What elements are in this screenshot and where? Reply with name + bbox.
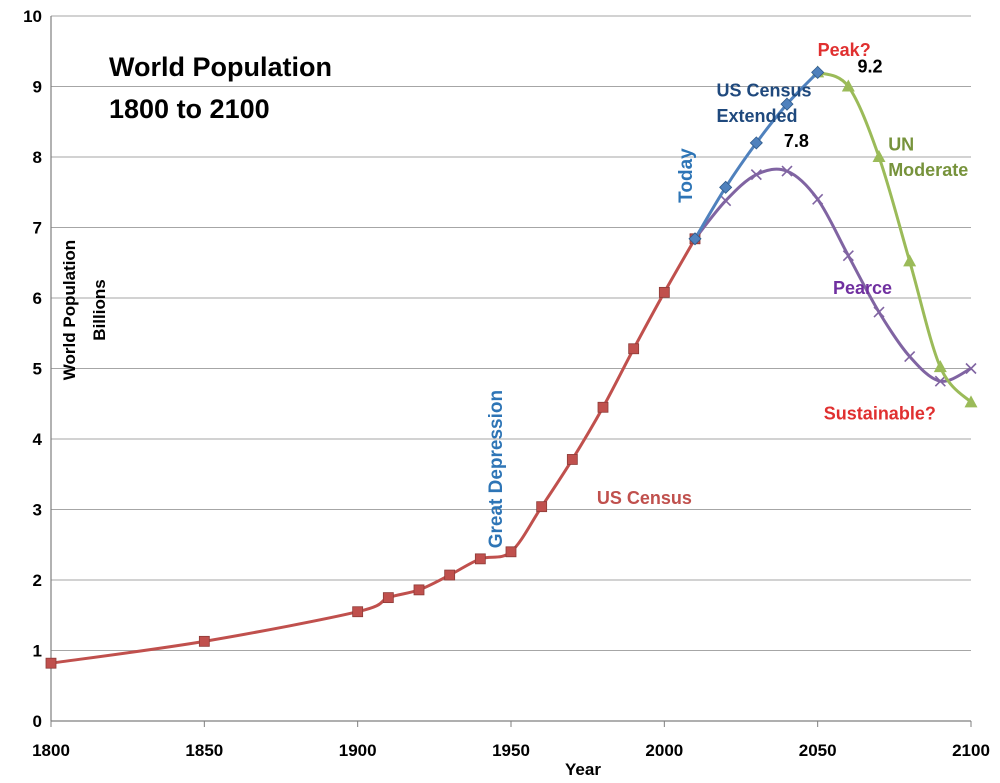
data-point-pearce-stroke — [812, 193, 824, 205]
data-point-un-moderate — [903, 254, 917, 267]
x-axis-title: Year — [565, 760, 601, 779]
series-un-moderate — [811, 65, 978, 408]
data-point-un-moderate — [933, 360, 947, 373]
annotation-7-8: 7.8 — [784, 131, 809, 151]
series-us-census — [45, 233, 701, 669]
series-line-pearce — [693, 167, 972, 383]
chart-title-line-1: World Population — [109, 52, 332, 82]
y-tick-label: 7 — [33, 219, 42, 238]
data-point-pearce-stroke — [750, 169, 762, 181]
data-point-pearce — [904, 350, 916, 363]
chart-title-line-2: 1800 to 2100 — [109, 94, 270, 124]
data-point-us-census — [658, 286, 670, 298]
data-point-pearce-stroke — [720, 195, 732, 207]
y-tick-label: 8 — [33, 148, 42, 167]
y-axis-title-line-2: Billions — [90, 279, 109, 340]
series-us-census-extended — [688, 65, 825, 246]
data-point-pearce-stroke — [934, 375, 946, 387]
series-line-un-moderate — [817, 70, 973, 404]
data-point-us-census — [566, 454, 578, 465]
gridlines — [51, 15, 971, 651]
annotation-great-depression: Great Depression — [486, 390, 507, 548]
data-point-pearce — [750, 169, 762, 181]
y-tick-label: 6 — [33, 289, 42, 308]
data-point-pearce-stroke — [965, 362, 977, 375]
x-tick-label: 1900 — [339, 741, 377, 760]
data-point-un-moderate — [841, 79, 855, 92]
data-point-us-census — [444, 569, 456, 581]
data-point-us-census — [474, 553, 486, 565]
y-tick-label: 0 — [33, 712, 42, 731]
data-point-pearce-stroke — [904, 350, 916, 363]
data-point-us-census — [628, 343, 640, 355]
data-point-pearce — [842, 250, 854, 262]
data-point-us-census-extended — [749, 136, 763, 150]
data-point-un-moderate — [964, 395, 978, 408]
data-point-un-moderate — [872, 150, 886, 162]
data-point-us-census-extended — [719, 180, 733, 194]
annotation-9-2: 9.2 — [858, 56, 883, 76]
y-tick-label: 1 — [33, 642, 42, 661]
y-axis-title-line-1: World Population — [60, 240, 79, 380]
y-tick-label: 5 — [33, 360, 42, 379]
annotations: Peak?9.2 7.8 US Census Extended UN Moderate Pe… — [486, 40, 968, 548]
series-line-us-census — [50, 238, 697, 665]
series-pearce — [689, 165, 977, 387]
annotation-pearce: Pearce — [833, 278, 892, 298]
annotation-moderate: Moderate — [888, 160, 968, 180]
annotation-us-census: US Census — [597, 488, 692, 508]
data-point-pearce — [934, 375, 946, 387]
y-tick-label: 2 — [33, 571, 42, 590]
data-point-pearce — [873, 306, 885, 318]
data-point-us-census — [536, 501, 548, 513]
x-tick-label: 1850 — [185, 741, 223, 760]
data-point-us-census — [198, 635, 210, 647]
axes: 0 1 2 3 4 5 6 7 8 9 10 1800 1850 1900 1950 2000 2050 2100 — [23, 7, 990, 760]
data-point-pearce — [965, 362, 977, 375]
y-tick-label: 10 — [23, 7, 42, 26]
data-point-us-census — [597, 401, 609, 413]
annotation-us-census: US Census — [716, 80, 811, 100]
x-tick-label: 2050 — [799, 741, 837, 760]
annotation-extended: Extended — [716, 106, 797, 126]
series-layer — [45, 65, 978, 669]
data-point-pearce — [812, 193, 824, 205]
data-point-us-census-extended — [780, 97, 794, 111]
annotation-today: Today — [676, 148, 697, 203]
data-point-us-census — [413, 584, 425, 596]
data-point-us-census — [45, 657, 57, 669]
data-point-pearce-stroke — [781, 165, 793, 177]
annotation-sustainable-: Sustainable? — [824, 403, 936, 423]
y-tick-label: 4 — [33, 430, 43, 449]
data-point-pearce-stroke — [842, 250, 854, 262]
x-tick-label: 1800 — [32, 741, 70, 760]
annotation-un: UN — [888, 135, 914, 155]
annotation-peak-: Peak? — [818, 40, 871, 60]
data-point-us-census-extended — [811, 65, 825, 79]
y-tick-label: 9 — [33, 78, 42, 97]
data-point-us-census — [382, 592, 394, 604]
data-point-pearce — [720, 195, 732, 207]
data-point-pearce — [781, 165, 793, 177]
data-point-pearce-stroke — [873, 306, 885, 318]
x-tick-label: 1950 — [492, 741, 530, 760]
data-point-us-census — [505, 546, 517, 558]
data-point-us-census — [352, 606, 364, 618]
y-tick-label: 3 — [33, 501, 42, 520]
data-point-us-census-extended — [688, 232, 702, 246]
x-tick-label: 2100 — [952, 741, 990, 760]
x-tick-label: 2000 — [645, 741, 683, 760]
